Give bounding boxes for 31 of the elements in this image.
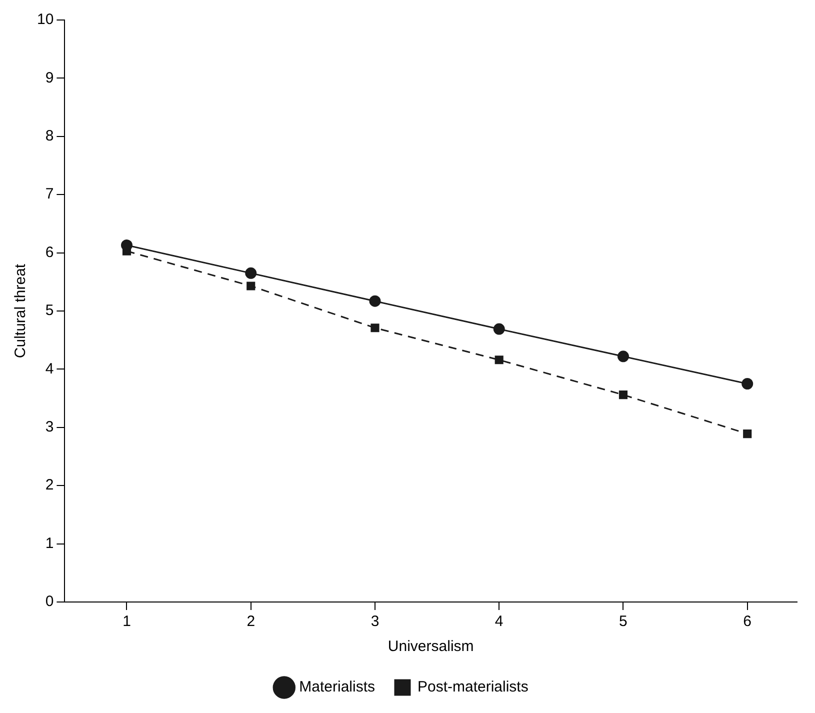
x-tick-label: 4 bbox=[494, 613, 504, 630]
y-tick-label: 7 bbox=[45, 186, 54, 203]
point bbox=[369, 295, 381, 307]
x-tick-label: 5 bbox=[619, 613, 628, 630]
x-axis-title: Universalism bbox=[388, 638, 474, 656]
y-tick-label: 0 bbox=[45, 593, 54, 610]
x-tick-label: 2 bbox=[246, 613, 256, 630]
x-tick-label: 3 bbox=[370, 613, 380, 630]
point bbox=[494, 356, 504, 364]
point bbox=[245, 267, 257, 279]
y-tick-label: 3 bbox=[45, 418, 54, 436]
point bbox=[493, 323, 505, 335]
y-tick-label: 4 bbox=[45, 360, 54, 378]
point bbox=[246, 282, 256, 290]
y-tick-label: 10 bbox=[36, 11, 54, 28]
legend-label: Post-materialists bbox=[417, 678, 528, 696]
y-tick-label: 2 bbox=[45, 476, 54, 494]
point bbox=[617, 350, 629, 362]
x-tick-label: 6 bbox=[743, 613, 752, 630]
x-tick-label: 1 bbox=[122, 613, 131, 630]
y-tick-label: 9 bbox=[45, 69, 54, 86]
legend-label: Materialists bbox=[299, 678, 376, 696]
point bbox=[743, 430, 752, 438]
point bbox=[742, 378, 754, 390]
y-tick-label: 6 bbox=[45, 244, 54, 261]
point bbox=[370, 324, 380, 332]
y-tick-label: 5 bbox=[45, 302, 54, 320]
point bbox=[618, 390, 628, 400]
y-tick-label: 1 bbox=[45, 534, 54, 552]
y-axis-title: Cultural threat bbox=[12, 263, 30, 358]
y-tick-label: 8 bbox=[45, 128, 54, 145]
